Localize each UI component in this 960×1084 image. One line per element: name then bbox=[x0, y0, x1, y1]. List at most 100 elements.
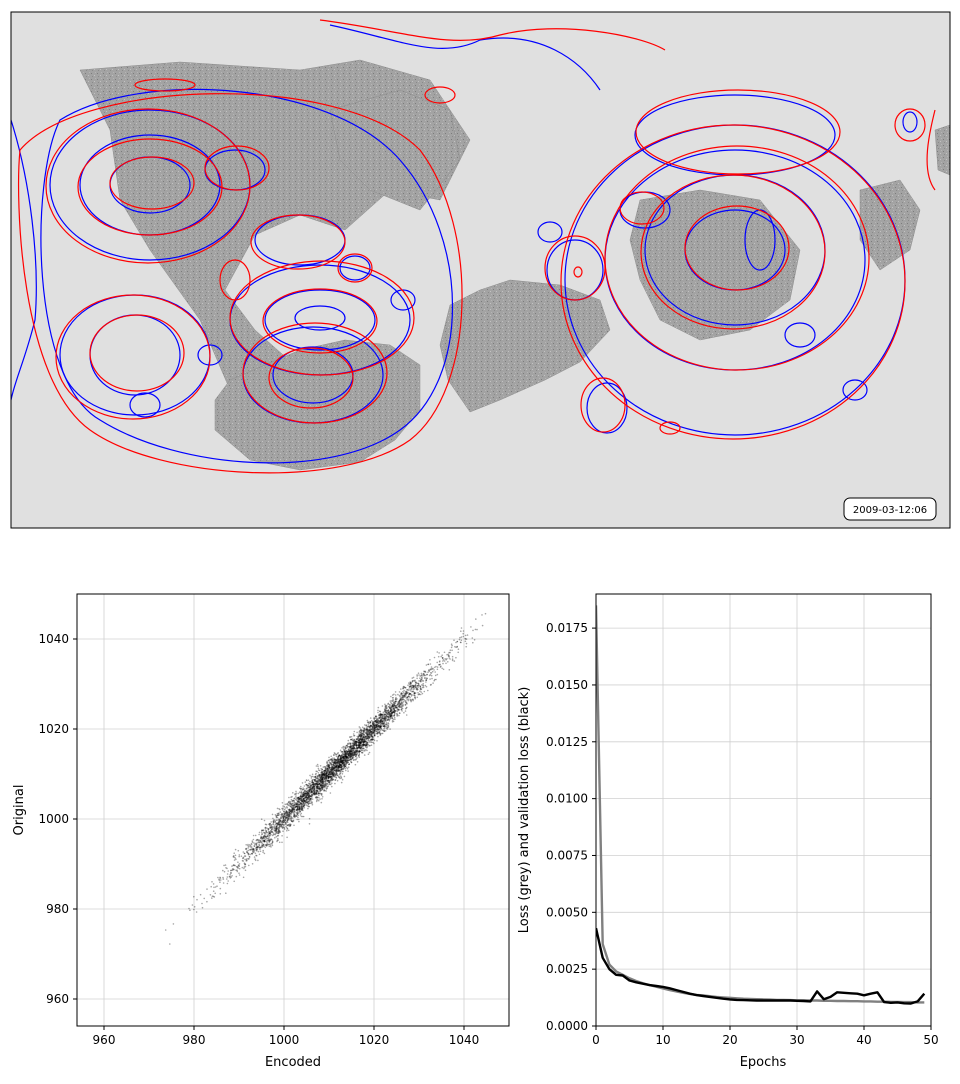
scatter-point bbox=[268, 839, 270, 842]
scatter-x-tick-label: 1020 bbox=[359, 1033, 390, 1047]
scatter-point bbox=[260, 835, 262, 837]
scatter-point bbox=[293, 810, 296, 812]
scatter-point bbox=[379, 729, 382, 732]
scatter-point bbox=[280, 824, 282, 826]
scatter-point bbox=[392, 720, 395, 723]
scatter-point bbox=[391, 712, 393, 715]
scatter-point bbox=[325, 778, 327, 781]
scatter-point bbox=[325, 790, 328, 792]
scatter-point bbox=[326, 779, 329, 782]
scatter-point bbox=[449, 651, 451, 654]
scatter-point bbox=[338, 758, 341, 761]
scatter-point bbox=[436, 651, 439, 653]
scatter-point bbox=[361, 739, 363, 742]
scatter-point bbox=[396, 707, 399, 709]
scatter-point bbox=[308, 799, 311, 802]
scatter-point bbox=[300, 792, 303, 794]
scatter-point bbox=[327, 776, 330, 778]
scatter-point bbox=[385, 720, 387, 722]
scatter-point bbox=[330, 755, 333, 758]
scatter-point bbox=[298, 807, 301, 810]
scatter-point bbox=[361, 740, 363, 743]
scatter-point bbox=[268, 839, 270, 841]
scatter-point bbox=[320, 779, 322, 782]
scatter-point bbox=[415, 688, 418, 690]
scatter-point bbox=[372, 721, 374, 724]
scatter-point bbox=[351, 753, 353, 755]
scatter-point bbox=[276, 807, 279, 810]
scatter-point bbox=[286, 804, 289, 806]
scatter-point bbox=[298, 797, 301, 800]
scatter-point bbox=[276, 814, 278, 817]
scatter-point bbox=[288, 796, 290, 799]
scatter-point bbox=[302, 794, 305, 796]
scatter-point bbox=[302, 799, 304, 801]
scatter-point bbox=[358, 751, 361, 753]
scatter-point bbox=[321, 798, 323, 800]
scatter-point bbox=[304, 791, 307, 794]
scatter-point bbox=[408, 689, 410, 692]
scatter-point bbox=[286, 836, 288, 839]
scatter-point bbox=[293, 813, 296, 816]
scatter-point bbox=[326, 769, 329, 771]
scatter-point bbox=[303, 793, 305, 796]
scatter-point bbox=[367, 724, 370, 726]
scatter-point bbox=[379, 733, 382, 735]
scatter-point bbox=[307, 792, 310, 795]
scatter-point bbox=[396, 710, 399, 713]
scatter-point bbox=[309, 790, 311, 792]
scatter-point bbox=[341, 768, 343, 770]
scatter-point bbox=[252, 850, 254, 852]
scatter-point bbox=[348, 756, 351, 759]
scatter-point bbox=[377, 717, 380, 720]
scatter-point bbox=[393, 714, 396, 717]
scatter-point bbox=[193, 906, 196, 908]
scatter-point bbox=[332, 759, 335, 761]
scatter-point bbox=[360, 731, 363, 733]
scatter-point bbox=[338, 776, 340, 778]
scatter-point bbox=[322, 774, 325, 776]
original-contours bbox=[17, 19, 936, 474]
scatter-point bbox=[440, 665, 442, 667]
scatter-point bbox=[311, 773, 314, 776]
scatter-point bbox=[348, 746, 351, 748]
scatter-point bbox=[399, 702, 401, 704]
scatter-point bbox=[299, 797, 301, 799]
scatter-point bbox=[378, 714, 380, 717]
scatter-point bbox=[331, 774, 334, 776]
scatter-point bbox=[335, 761, 338, 764]
scatter-point bbox=[431, 668, 433, 671]
scatter-point bbox=[416, 696, 419, 699]
scatter-point bbox=[332, 768, 335, 770]
scatter-point bbox=[464, 634, 467, 637]
scatter-point bbox=[234, 854, 237, 857]
scatter-point bbox=[333, 767, 336, 770]
scatter-point bbox=[363, 738, 366, 741]
scatter-point bbox=[330, 770, 332, 772]
scatter-point bbox=[422, 682, 425, 685]
scatter-point bbox=[334, 779, 337, 781]
scatter-point bbox=[402, 690, 404, 693]
scatter-point bbox=[293, 804, 296, 806]
scatter-point bbox=[288, 804, 290, 807]
scatter-point bbox=[350, 756, 352, 758]
scatter-point bbox=[368, 728, 371, 731]
scatter-point bbox=[346, 753, 348, 756]
scatter-point bbox=[252, 847, 255, 850]
scatter-point bbox=[373, 727, 376, 730]
scatter-point bbox=[404, 695, 407, 698]
scatter-point bbox=[298, 799, 300, 801]
scatter-point bbox=[326, 775, 328, 777]
scatter-point bbox=[345, 755, 348, 757]
scatter-point bbox=[275, 826, 278, 828]
scatter-point bbox=[311, 794, 313, 797]
scatter-point bbox=[335, 773, 338, 775]
scatter-point bbox=[340, 776, 343, 778]
scatter-point bbox=[391, 697, 394, 699]
scatter-point bbox=[316, 790, 318, 792]
scatter-point bbox=[376, 730, 379, 732]
scatter-point bbox=[383, 717, 385, 719]
scatter-point bbox=[416, 677, 418, 680]
scatter-point bbox=[358, 755, 360, 757]
scatter-point bbox=[464, 637, 467, 640]
